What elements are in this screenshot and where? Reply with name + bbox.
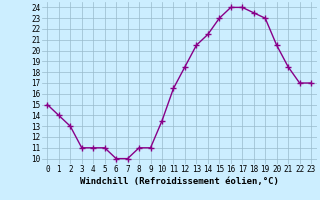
X-axis label: Windchill (Refroidissement éolien,°C): Windchill (Refroidissement éolien,°C): [80, 177, 279, 186]
